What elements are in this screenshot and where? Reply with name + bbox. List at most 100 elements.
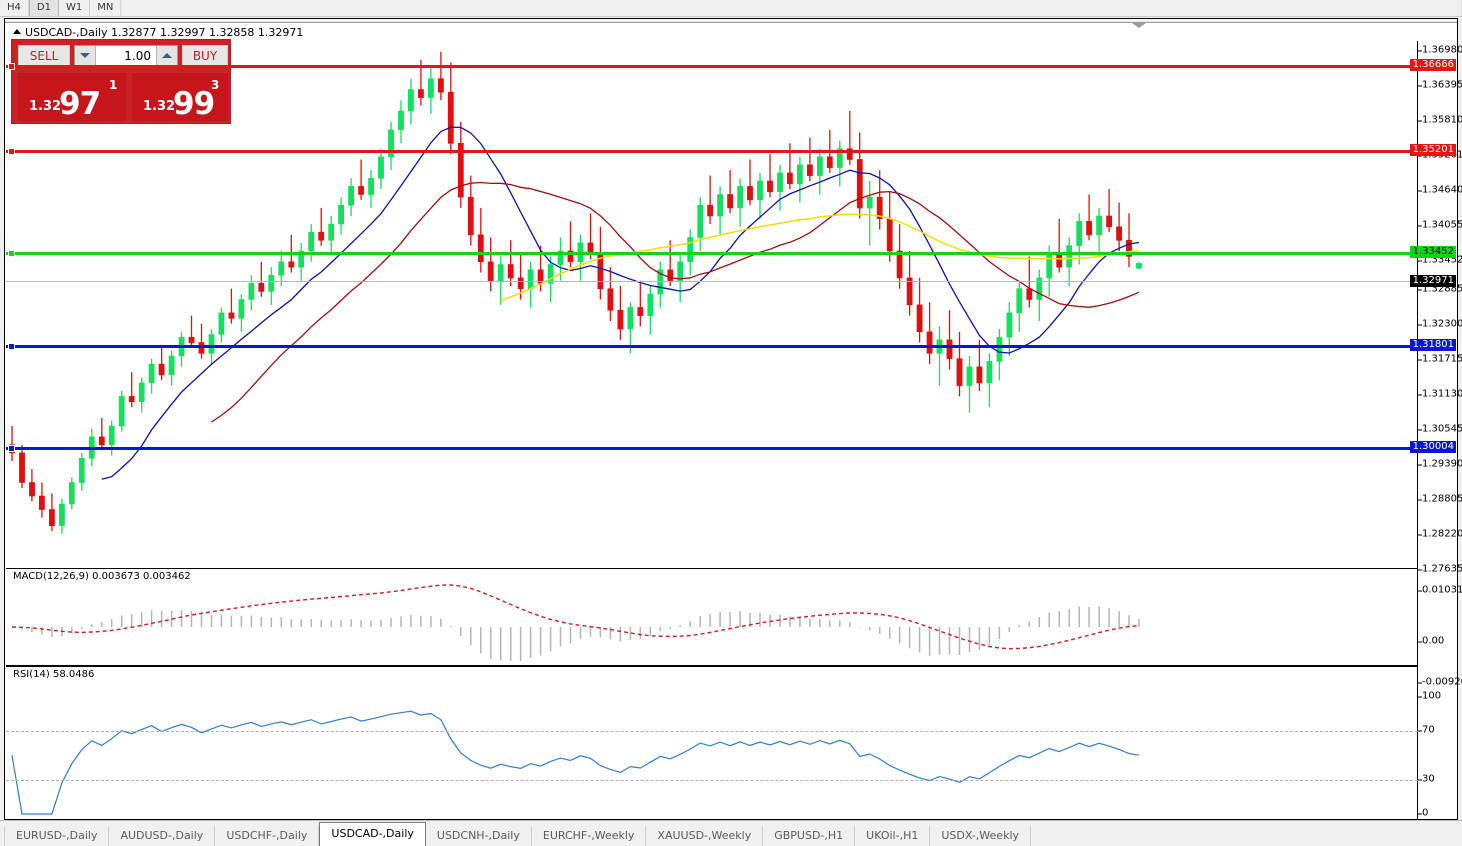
- timeframe-mn[interactable]: MN: [90, 0, 122, 16]
- one-click-trading-panel[interactable]: SELL 1.00 BUY 1.32 97 1 1.32 99 3: [11, 39, 231, 124]
- price-tick: 1.28805: [1418, 494, 1462, 505]
- tick-mark: [1418, 779, 1422, 780]
- tick-mark: [1418, 85, 1422, 86]
- rsi-pane[interactable]: RSI(14) 58.0486: [6, 666, 1418, 819]
- price-tick: 1.31130: [1418, 389, 1462, 400]
- volume-input[interactable]: 1.00: [124, 49, 151, 63]
- scale-tick: 0.00: [1418, 636, 1444, 647]
- timeframe-w1[interactable]: W1: [59, 0, 91, 16]
- window-splitter[interactable]: [5, 19, 1457, 23]
- toolbar-spacer: [121, 0, 1462, 16]
- buy-price-quote[interactable]: 1.32 99 3: [132, 73, 228, 121]
- price-tick: 1.34640: [1418, 185, 1462, 196]
- price-pane[interactable]: [6, 41, 1418, 566]
- sell-price-big: 97: [59, 86, 101, 121]
- chevron-up-icon: [162, 53, 172, 58]
- rsi-band-30: [6, 780, 1418, 781]
- chevron-down-icon: [80, 53, 90, 58]
- level-line-support-2[interactable]: [6, 445, 1418, 452]
- chart-tab-ukoilh1[interactable]: UKOil-,H1: [855, 826, 931, 846]
- scale-tick: 70: [1418, 725, 1435, 736]
- scale-tick: 0: [1418, 808, 1428, 819]
- price-tick: 1.32885: [1418, 284, 1462, 295]
- tick-mark: [1418, 289, 1422, 290]
- rsi-plot: [11, 710, 1140, 815]
- scale-tick: -0.009203: [1418, 677, 1462, 688]
- tick-mark: [1418, 225, 1422, 226]
- chart-tab-eurchfweekly[interactable]: EURCHF-,Weekly: [532, 826, 647, 846]
- sell-price-quote[interactable]: 1.32 97 1: [18, 73, 126, 121]
- level-tag-support-1[interactable]: 1.31801: [1409, 339, 1456, 351]
- chart-tab-bar: EURUSD-,Daily AUDUSD-,Daily USDCHF-,Daily U…: [0, 820, 1462, 846]
- level-line-resistance-2[interactable]: [6, 148, 1418, 155]
- macd-label: MACD(12,26,9) 0.003673 0.003462: [13, 571, 191, 582]
- tick-mark: [1418, 394, 1422, 395]
- macd-pane[interactable]: MACD(12,26,9) 0.003673 0.003462: [6, 568, 1418, 666]
- tick-mark: [1418, 359, 1422, 360]
- timeframe-h4[interactable]: H4: [0, 0, 29, 16]
- level-tag-resistance-1[interactable]: 1.36666: [1409, 59, 1456, 71]
- tick-mark: [1418, 534, 1422, 535]
- macd-plot: [11, 584, 1140, 661]
- volume-increment-button[interactable]: [156, 46, 177, 65]
- tick-mark: [1418, 696, 1422, 697]
- price-tick: 1.30545: [1418, 424, 1462, 435]
- tick-mark: [1418, 682, 1422, 683]
- candlestick-plot: [9, 51, 1142, 534]
- buy-price-prefix: 1.32: [143, 99, 176, 114]
- chart-canvas-window: USDCAD-,Daily 1.32877 1.32997 1.32858 1.…: [4, 18, 1462, 837]
- rsi-label: RSI(14) 58.0486: [13, 669, 95, 680]
- chart-tab-usdchfdaily[interactable]: USDCHF-,Daily: [215, 826, 320, 846]
- chart-tab-audusddaily[interactable]: AUDUSD-,Daily: [109, 826, 216, 846]
- buy-price-big: 99: [173, 86, 215, 121]
- price-tick: 1.36395: [1418, 80, 1462, 91]
- triangle-up-icon: [13, 29, 21, 34]
- volume-decrement-button[interactable]: [75, 46, 96, 65]
- level-line-support-1[interactable]: [6, 343, 1418, 350]
- timeframe-d1[interactable]: D1: [28, 0, 59, 16]
- chart-tab-xauusdweekly[interactable]: XAUUSD-,Weekly: [646, 826, 764, 846]
- rsi-band-70: [6, 731, 1418, 732]
- scale-tick: 0.010311: [1418, 585, 1462, 596]
- chevron-down-icon[interactable]: [1132, 23, 1146, 28]
- oct-controls-row: SELL 1.00 BUY: [12, 40, 230, 70]
- tick-mark: [1418, 499, 1422, 500]
- price-tick: 1.36980: [1418, 45, 1462, 56]
- sell-price-fraction: 1: [109, 78, 118, 92]
- buy-button[interactable]: BUY: [182, 45, 228, 66]
- tick-mark: [1418, 464, 1422, 465]
- tick-mark: [1418, 569, 1422, 570]
- level-line-resistance-1[interactable]: [6, 63, 1418, 70]
- tick-mark: [1418, 590, 1422, 591]
- level-tag-support-2[interactable]: 1.30004: [1409, 441, 1456, 453]
- tick-mark: [1418, 813, 1422, 814]
- level-tag-pivot[interactable]: 1.33452: [1409, 246, 1456, 258]
- sell-button[interactable]: SELL: [18, 45, 70, 66]
- price-tick: 1.27635: [1418, 564, 1462, 575]
- price-tick: 1.28220: [1418, 529, 1462, 540]
- price-tick: 1.29390: [1418, 459, 1462, 470]
- tick-mark: [1418, 429, 1422, 430]
- chart-tab-usdxweekly[interactable]: USDX-,Weekly: [930, 826, 1032, 846]
- chart-tab-usdcaddaily[interactable]: USDCAD-,Daily: [319, 822, 426, 846]
- chart-tab-eurusddaily[interactable]: EURUSD-,Daily: [4, 826, 110, 846]
- chart-tab-gbpusdh1[interactable]: GBPUSD-,H1: [763, 826, 856, 846]
- buy-price-fraction: 3: [211, 78, 220, 92]
- level-tag-resistance-2[interactable]: 1.35201: [1409, 144, 1456, 156]
- tick-mark: [1418, 190, 1422, 191]
- tick-mark: [1418, 730, 1422, 731]
- price-scale-axis[interactable]: 1.36980 1.36395 1.35810 1.35201 1.34640 1.340…: [1409, 41, 1462, 819]
- current-price-line: [6, 281, 1418, 282]
- chart-title-bar: USDCAD-,Daily 1.32877 1.32997 1.32858 1.…: [13, 26, 303, 39]
- level-line-pivot[interactable]: [6, 250, 1418, 257]
- volume-stepper[interactable]: 1.00: [74, 45, 178, 66]
- price-tick: 1.35810: [1418, 115, 1462, 126]
- price-tick: 1.31715: [1418, 354, 1462, 365]
- chart-tab-usdcnhdaily[interactable]: USDCNH-,Daily: [426, 826, 532, 846]
- price-tick: 1.32300: [1418, 319, 1462, 330]
- page-title: USDCAD-,Daily 1.32877 1.32997 1.32858 1.…: [25, 26, 304, 39]
- sell-price-prefix: 1.32: [29, 99, 62, 114]
- timeframe-toolbar: H4 D1 W1 MN: [0, 0, 1462, 17]
- tick-mark: [1418, 50, 1422, 51]
